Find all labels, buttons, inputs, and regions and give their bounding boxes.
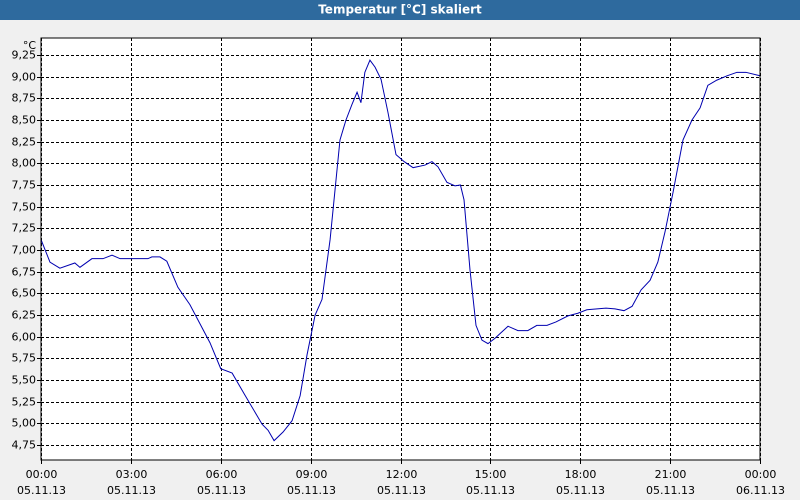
x-tick-label: 03:00 [116, 468, 148, 481]
y-tick-label: 6,00 [12, 331, 37, 344]
x-tick-date: 05.11.13 [646, 484, 695, 497]
plot-area [41, 38, 760, 460]
y-unit: °C [23, 39, 37, 52]
x-tick-label: 00:00 [745, 468, 777, 481]
y-tick-label: 7,75 [12, 179, 37, 192]
y-tick-label: 6,25 [12, 309, 37, 322]
x-tick-label: 12:00 [386, 468, 418, 481]
y-tick-label: 6,75 [12, 266, 37, 279]
plot-border [40, 37, 761, 461]
x-tick-date: 05.11.13 [556, 484, 605, 497]
x-tick-date: 05.11.13 [197, 484, 246, 497]
title-bar [0, 0, 800, 20]
y-tick-label: 8,25 [12, 136, 37, 149]
y-tick-label: 9,00 [12, 71, 37, 84]
x-tick-date: 05.11.13 [466, 484, 515, 497]
x-tick-date: 06.11.13 [736, 484, 785, 497]
y-tick-label: 5,00 [12, 417, 37, 430]
x-tick-date: 05.11.13 [17, 484, 66, 497]
x-tick-date: 05.11.13 [377, 484, 426, 497]
y-tick-label: 9,25 [12, 49, 37, 62]
x-tick-label: 06:00 [206, 468, 238, 481]
x-tick-label: 21:00 [655, 468, 687, 481]
y-tick-label: 6,50 [12, 287, 37, 300]
y-tick-label: 7,50 [12, 201, 37, 214]
y-tick-label: 5,75 [12, 352, 37, 365]
x-tick-date: 05.11.13 [287, 484, 336, 497]
x-tick-date: 05.11.13 [107, 484, 156, 497]
y-tick-label: 5,25 [12, 396, 37, 409]
x-tick-label: 09:00 [296, 468, 328, 481]
x-tick-label: 00:00 [26, 468, 58, 481]
x-tick-label: 18:00 [565, 468, 597, 481]
y-tick-label: 8,00 [12, 157, 37, 170]
x-tick-label: 15:00 [475, 468, 507, 481]
temperature-line [40, 59, 761, 442]
y-tick-label: 4,75 [12, 439, 37, 452]
marks [40, 59, 761, 442]
y-tick-label: 7,00 [12, 244, 37, 257]
y-tick-label: 5,50 [12, 374, 37, 387]
y-tick-label: 8,75 [12, 92, 37, 105]
chart-title: Temperatur [°C] skaliert [318, 3, 482, 17]
y-tick-label: 7,25 [12, 222, 37, 235]
y-tick-label: 8,50 [12, 114, 37, 127]
